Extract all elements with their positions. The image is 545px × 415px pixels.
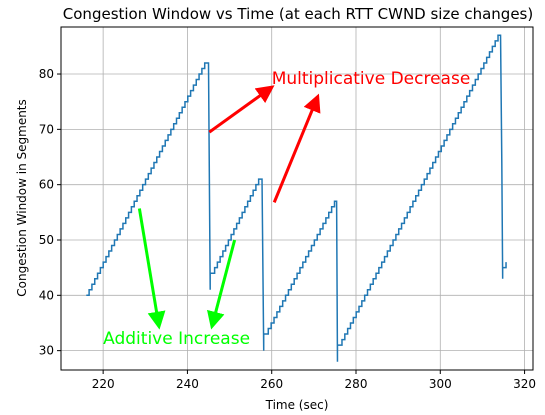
plot-frame <box>60 26 534 371</box>
y-axis: 30 40 50 60 70 80 <box>39 67 61 358</box>
annotations: Multiplicative Decrease Additive Increase <box>103 69 470 349</box>
annotation-arrow <box>208 85 275 134</box>
x-axis-label: Time (sec) <box>265 398 329 412</box>
series-line <box>86 34 507 362</box>
y-tick-label: 80 <box>39 67 54 81</box>
y-tick-label: 60 <box>39 178 54 192</box>
x-tick-label: 280 <box>345 377 368 391</box>
grid <box>61 27 533 370</box>
annotation-arrow <box>207 239 237 330</box>
x-tick-label: 300 <box>429 377 452 391</box>
x-tick-label: 320 <box>513 377 536 391</box>
y-tick-label: 30 <box>39 344 54 358</box>
chart-title: Congestion Window vs Time (at each RTT C… <box>63 5 533 23</box>
annotation-arrow <box>137 208 166 330</box>
x-tick-label: 220 <box>92 377 115 391</box>
y-tick-label: 40 <box>39 288 54 302</box>
annotation-text: Multiplicative Decrease <box>272 69 471 89</box>
y-axis-label: Congestion Window in Segments <box>15 99 29 297</box>
series-line-group <box>86 34 507 362</box>
x-tick-label: 240 <box>176 377 199 391</box>
x-axis: 220 240 260 280 300 320 <box>92 370 536 391</box>
annotation-text: Additive Increase <box>103 329 250 349</box>
y-tick-label: 50 <box>39 233 54 247</box>
x-tick-label: 260 <box>260 377 283 391</box>
annotation-arrow <box>272 93 321 203</box>
y-tick-label: 70 <box>39 122 54 136</box>
